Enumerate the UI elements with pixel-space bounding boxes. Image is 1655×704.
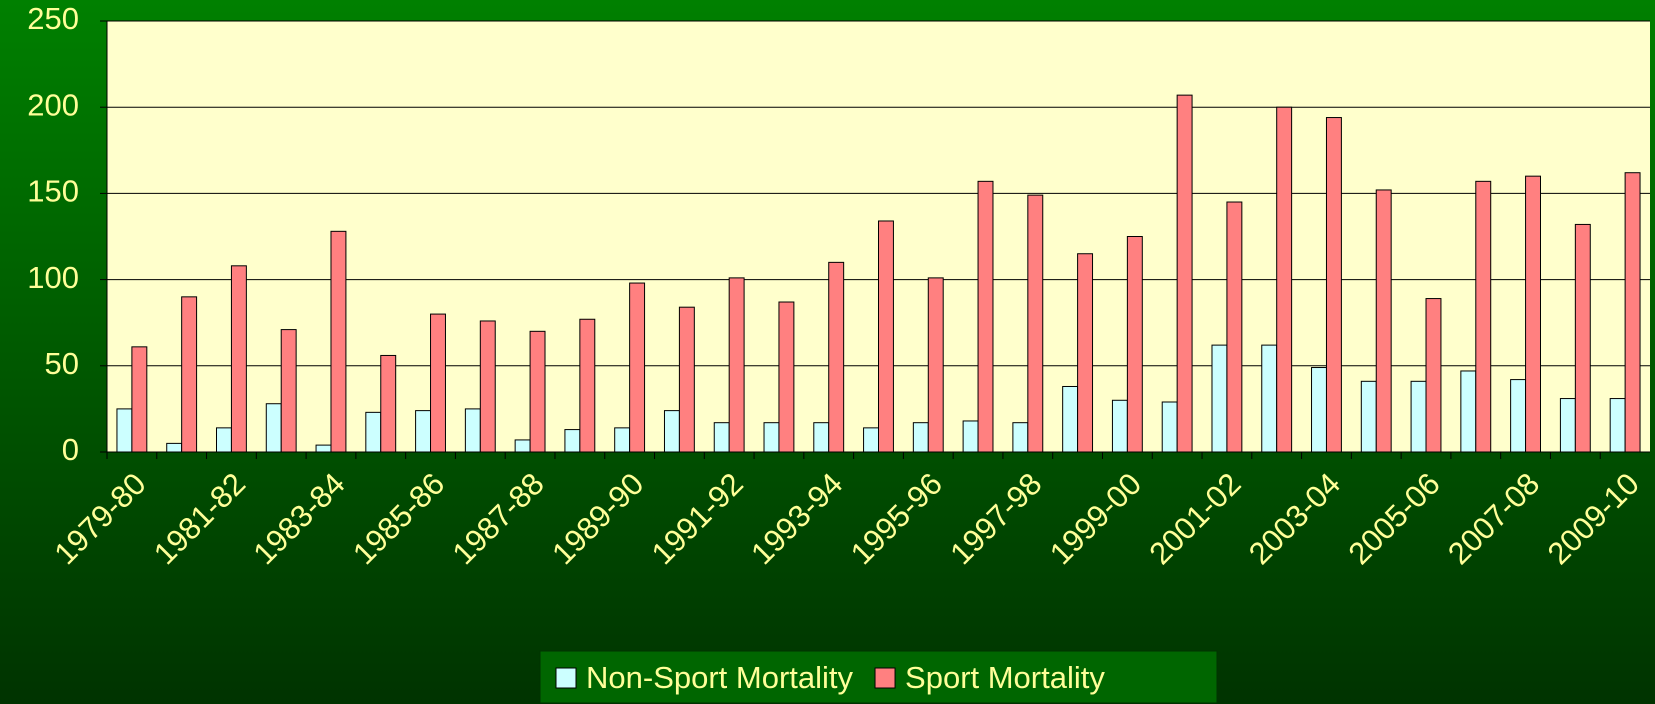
bar (380, 354, 397, 453)
y-tick-label: 100 (27, 260, 79, 295)
bar (1325, 117, 1342, 453)
bar (529, 330, 546, 453)
bar (330, 230, 347, 453)
bar (1375, 189, 1392, 453)
legend: Non-Sport Mortality Sport Mortality (539, 650, 1218, 704)
bar (579, 318, 596, 453)
bar (778, 301, 795, 453)
bar (1574, 223, 1591, 453)
bar (1126, 236, 1143, 453)
y-tick-label: 0 (62, 432, 79, 467)
bar (1525, 175, 1541, 453)
bar (1062, 385, 1079, 453)
bar (1559, 398, 1576, 453)
bar (315, 444, 332, 453)
bar (927, 277, 944, 453)
bar (912, 422, 929, 453)
bar (1226, 201, 1243, 453)
bar (265, 403, 282, 453)
bar (614, 427, 631, 453)
bar (828, 261, 845, 453)
bar (1176, 94, 1193, 453)
bar (1460, 370, 1477, 453)
bar (216, 427, 232, 453)
legend-swatch (874, 667, 896, 689)
bar (629, 282, 646, 453)
bar (1161, 401, 1178, 453)
y-tick-label: 200 (27, 87, 79, 122)
bar (365, 411, 382, 453)
bar (464, 408, 481, 453)
bar (1077, 253, 1094, 453)
y-tick-label: 250 (27, 1, 79, 36)
bar (181, 296, 198, 453)
bar (1261, 344, 1278, 453)
bar (813, 422, 830, 453)
bar (1609, 398, 1626, 453)
bar (1027, 194, 1044, 453)
bar (763, 422, 780, 453)
bar (1624, 172, 1641, 453)
bar (1276, 106, 1293, 453)
legend-label: Sport Mortality (905, 660, 1105, 695)
bar (166, 442, 183, 453)
bar (479, 320, 496, 453)
bar (977, 180, 994, 453)
bar (678, 306, 695, 453)
bar (1425, 298, 1442, 453)
bar (230, 265, 247, 453)
bar (713, 422, 730, 453)
bar (131, 346, 148, 453)
bar (514, 439, 531, 453)
bar (878, 220, 894, 453)
bar (1012, 422, 1029, 453)
bar (663, 410, 680, 453)
bar (1211, 344, 1228, 453)
bar (1311, 367, 1327, 453)
bar (728, 277, 745, 453)
bar (1360, 380, 1377, 453)
y-tick-label: 150 (27, 174, 79, 209)
bar (430, 313, 446, 453)
bar (962, 420, 979, 453)
bar (415, 410, 432, 453)
y-tick-label: 50 (45, 346, 79, 381)
bar (116, 408, 133, 453)
legend-label: Non-Sport Mortality (586, 660, 854, 695)
bar (1475, 180, 1492, 453)
bar (863, 427, 880, 453)
bar (564, 429, 581, 453)
bar (280, 329, 297, 453)
bar (1510, 379, 1527, 453)
bar (1111, 399, 1128, 453)
bar (1410, 380, 1427, 453)
legend-swatch (555, 667, 577, 689)
